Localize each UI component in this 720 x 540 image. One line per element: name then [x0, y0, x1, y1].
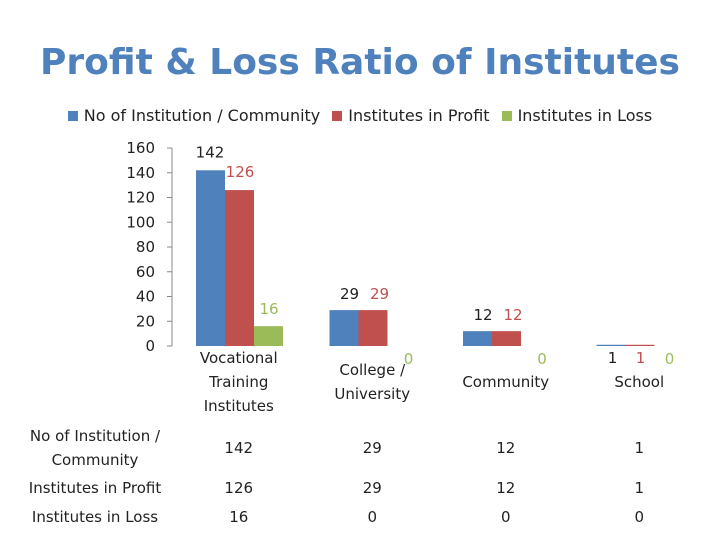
- table-cell: 142: [224, 439, 254, 457]
- data-label: 12: [503, 306, 522, 324]
- data-label: 16: [259, 300, 278, 318]
- data-label: 0: [665, 350, 675, 368]
- bar: [596, 344, 626, 346]
- y-tick-label: 80: [136, 238, 155, 256]
- legend-item-loss: Institutes in Loss: [501, 106, 653, 125]
- category-label: Community: [462, 373, 550, 391]
- y-tick-label: 120: [126, 189, 155, 207]
- table-cell: 126: [224, 479, 254, 497]
- legend-swatch-red: [332, 110, 343, 121]
- legend-swatch-green: [501, 110, 512, 121]
- bar: [329, 310, 359, 346]
- data-label: 1: [636, 349, 646, 367]
- table-cell: 16: [229, 508, 249, 526]
- table-cell: 1: [634, 439, 645, 457]
- table-cell: 12: [496, 439, 516, 457]
- bar: [463, 331, 492, 346]
- data-label: 142: [196, 143, 225, 161]
- chart-title: Profit & Loss Ratio of Institutes: [40, 42, 680, 83]
- legend-item-institutions: No of Institution / Community: [67, 106, 321, 125]
- category-label: Vocational Training Institutes: [199, 349, 278, 415]
- bar: [196, 170, 225, 346]
- bar: [625, 344, 655, 346]
- bar: [358, 310, 388, 346]
- data-label: 0: [537, 350, 547, 368]
- legend-label-institutions: No of Institution / Community: [83, 106, 321, 125]
- table-cell: 0: [500, 508, 511, 526]
- category-label: College / University: [334, 361, 411, 403]
- table-row-label: Institutes in Profit: [28, 479, 162, 497]
- category-label: School: [614, 373, 665, 391]
- data-label: 29: [340, 285, 359, 303]
- y-tick-label: 140: [126, 164, 155, 182]
- legend-swatch-blue: [67, 110, 78, 121]
- bar: [492, 331, 521, 346]
- data-label: 126: [226, 163, 255, 181]
- table-cell: 29: [362, 439, 382, 457]
- y-tick-label: 60: [136, 263, 155, 281]
- table-cell: 29: [362, 479, 382, 497]
- y-tick-label: 0: [145, 337, 155, 355]
- legend-label-loss: Institutes in Loss: [517, 106, 653, 125]
- legend: No of Institution / Community Institutes…: [0, 106, 720, 125]
- table-cell: 12: [496, 479, 516, 497]
- y-tick-label: 100: [126, 213, 155, 231]
- table-row-label: No of Institution / Community: [29, 427, 161, 469]
- bar: [225, 190, 254, 346]
- table-cell: 0: [634, 508, 645, 526]
- data-label: 29: [370, 285, 389, 303]
- legend-item-profit: Institutes in Profit: [332, 106, 490, 125]
- data-label: 1: [608, 349, 618, 367]
- data-label: 12: [473, 306, 492, 324]
- table-row-label: Institutes in Loss: [31, 508, 159, 526]
- y-tick-label: 40: [136, 288, 155, 306]
- table-cell: 0: [367, 508, 378, 526]
- bar: [254, 326, 283, 346]
- data-label: 0: [404, 350, 414, 368]
- y-tick-label: 20: [136, 312, 155, 330]
- legend-label-profit: Institutes in Profit: [348, 106, 490, 125]
- table-cell: 1: [634, 479, 645, 497]
- y-tick-label: 160: [126, 139, 155, 157]
